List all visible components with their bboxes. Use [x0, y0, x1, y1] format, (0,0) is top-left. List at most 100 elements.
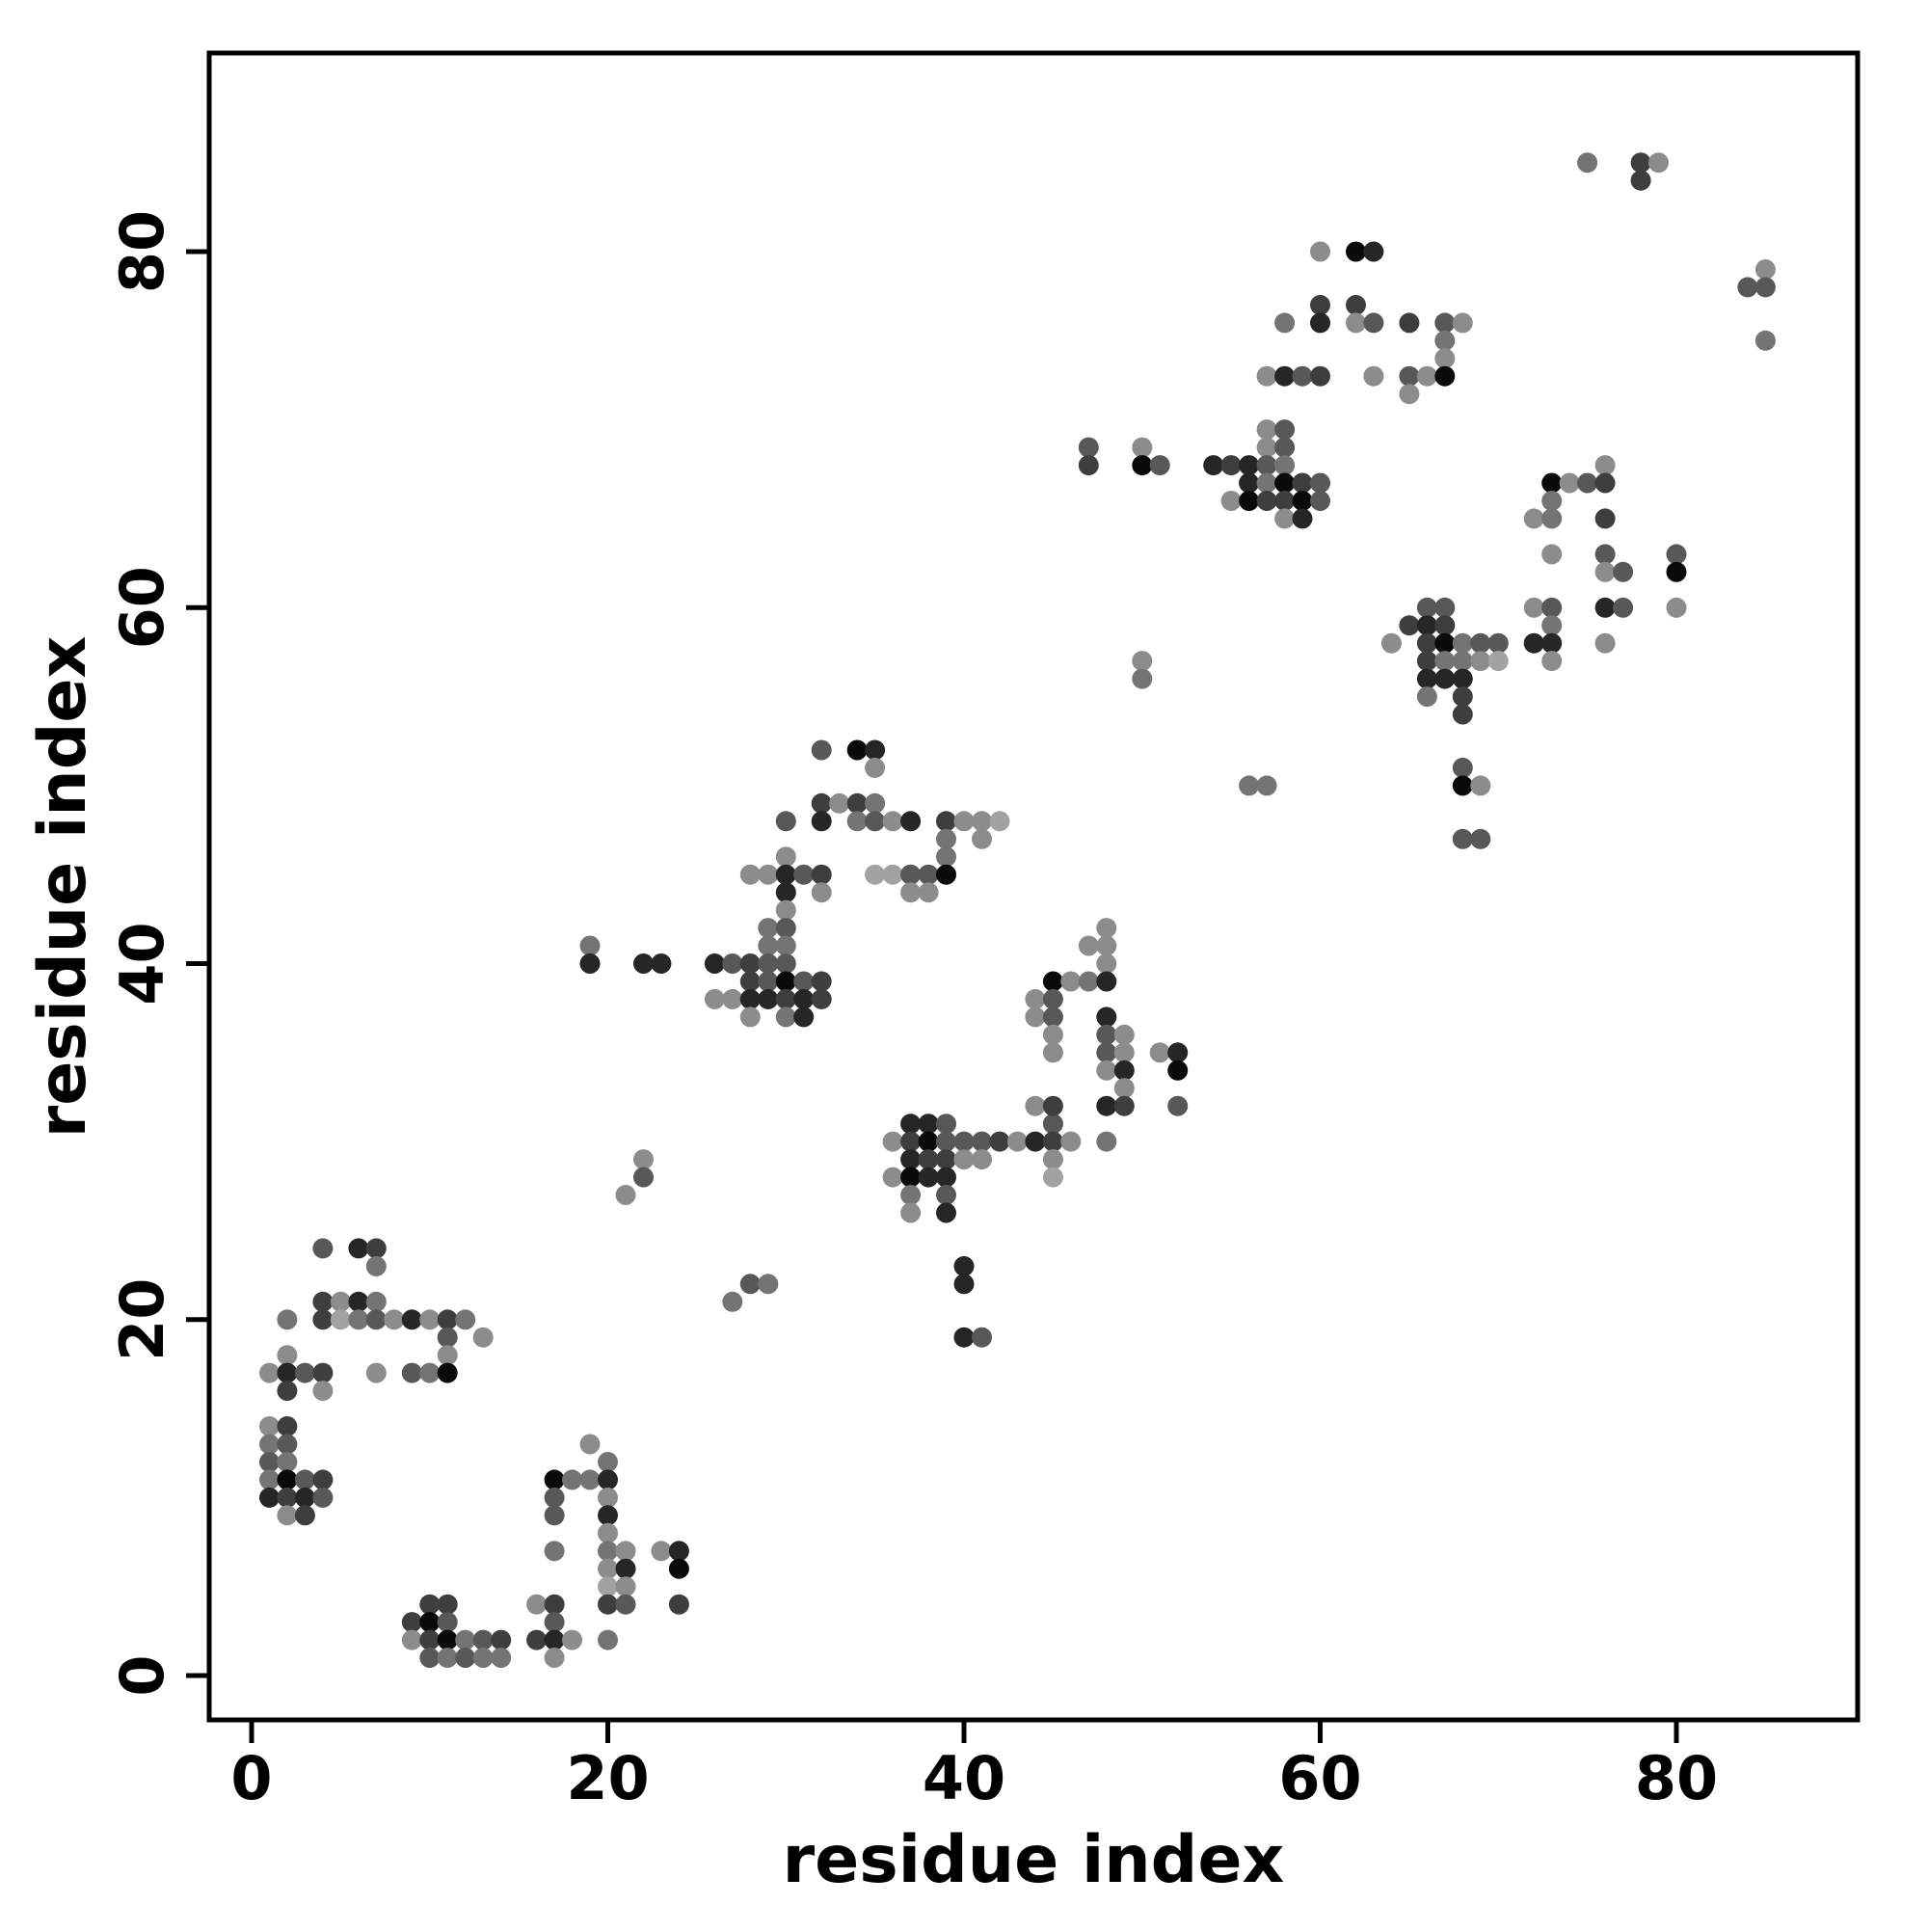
- scatter-point: [651, 1541, 672, 1562]
- scatter-point: [1113, 1060, 1135, 1081]
- scatter-point: [1737, 277, 1758, 298]
- scatter-point: [312, 1487, 334, 1508]
- scatter-point: [1292, 491, 1313, 511]
- scatter-point: [437, 1309, 458, 1330]
- scatter-point: [1096, 1095, 1117, 1116]
- scatter-point: [419, 1309, 441, 1330]
- scatter-point: [1292, 472, 1313, 494]
- scatter-point: [882, 1167, 903, 1188]
- scatter-point: [544, 1469, 565, 1490]
- scatter-point: [615, 1541, 636, 1562]
- scatter-point: [1220, 491, 1242, 511]
- scatter-point: [348, 1238, 369, 1259]
- scatter-point: [1060, 971, 1082, 992]
- scatter-point: [294, 1469, 315, 1490]
- scatter-point: [633, 1149, 654, 1170]
- scatter-point: [1630, 152, 1651, 174]
- scatter-point: [739, 953, 761, 974]
- scatter-point: [739, 971, 761, 992]
- scatter-point: [259, 1469, 280, 1490]
- scatter-point: [598, 1522, 618, 1543]
- scatter-point: [865, 739, 886, 761]
- scatter-point: [668, 1541, 689, 1562]
- x-tick-label: 0: [230, 1743, 272, 1813]
- scatter-point: [1149, 455, 1170, 476]
- scatter-point: [562, 1469, 582, 1490]
- scatter-point: [1310, 294, 1330, 315]
- scatter-point: [775, 1006, 796, 1028]
- scatter-point: [811, 811, 832, 832]
- scatter-point: [1025, 1006, 1046, 1028]
- scatter-point: [419, 1362, 441, 1383]
- scatter-point: [936, 1202, 956, 1223]
- scatter-point: [793, 988, 815, 1009]
- scatter-point: [1025, 1131, 1046, 1152]
- scatter-point: [1132, 437, 1153, 458]
- scatter-point: [1096, 1060, 1117, 1081]
- scatter-point: [259, 1416, 280, 1436]
- scatter-point: [1648, 152, 1669, 174]
- scatter-point: [1452, 632, 1473, 654]
- x-axis-title: residue index: [783, 1822, 1285, 1898]
- x-tick-label: 60: [1278, 1743, 1361, 1813]
- scatter-point: [1167, 1060, 1189, 1081]
- scatter-point: [1523, 632, 1544, 654]
- scatter-point: [633, 1167, 654, 1188]
- scatter-point: [1042, 1167, 1063, 1188]
- scatter-point: [739, 988, 761, 1009]
- scatter-point: [1078, 437, 1099, 458]
- scatter-point: [401, 1309, 422, 1330]
- y-tick-label: 80: [107, 210, 177, 293]
- scatter-point: [758, 971, 779, 992]
- scatter-point: [1042, 1006, 1063, 1028]
- scatter-point: [526, 1594, 548, 1615]
- scatter-point: [775, 988, 796, 1009]
- scatter-point: [1399, 312, 1420, 334]
- scatter-point: [1666, 544, 1687, 565]
- scatter-point: [936, 828, 956, 849]
- scatter-point: [1434, 330, 1456, 351]
- scatter-point: [1274, 437, 1296, 458]
- scatter-point: [758, 1274, 779, 1295]
- scatter-point: [437, 1648, 458, 1668]
- scatter-point: [1310, 241, 1330, 262]
- scatter-point: [1541, 632, 1563, 654]
- scatter-point: [1256, 491, 1277, 511]
- scatter-point: [1487, 632, 1509, 654]
- scatter-point: [739, 864, 761, 885]
- scatter-point: [1434, 615, 1456, 636]
- scatter-point: [668, 1558, 689, 1579]
- scatter-point: [294, 1487, 315, 1508]
- scatter-point: [1452, 686, 1473, 708]
- scatter-point: [472, 1648, 494, 1668]
- scatter-point: [365, 1255, 387, 1276]
- scatter-point: [972, 1327, 992, 1348]
- scatter-point: [953, 1149, 975, 1170]
- scatter-point: [793, 1006, 815, 1028]
- scatter-point: [1666, 561, 1687, 582]
- scatter-point: [1042, 1095, 1063, 1116]
- scatter-point: [1042, 1024, 1063, 1045]
- scatter-point: [900, 1202, 922, 1223]
- scatter-point: [544, 1505, 565, 1526]
- scatter-point: [1434, 632, 1456, 654]
- scatter-point: [1613, 597, 1634, 618]
- scatter-point: [1594, 632, 1616, 654]
- scatter-point: [936, 1131, 956, 1152]
- scatter-point: [562, 1629, 582, 1650]
- scatter-point: [775, 935, 796, 956]
- scatter-point: [1113, 1024, 1135, 1045]
- scatter-point: [953, 811, 975, 832]
- scatter-point: [277, 1362, 298, 1383]
- scatter-point: [1363, 241, 1384, 262]
- scatter-point: [1470, 828, 1491, 849]
- y-axis-ticks: 0 20 40 60 80: [107, 210, 209, 1697]
- scatter-point: [544, 1612, 565, 1633]
- scatter-point: [1594, 472, 1616, 494]
- scatter-point: [365, 1291, 387, 1312]
- scatter-point: [259, 1434, 280, 1455]
- scatter-point: [330, 1309, 351, 1330]
- scatter-point: [401, 1629, 422, 1650]
